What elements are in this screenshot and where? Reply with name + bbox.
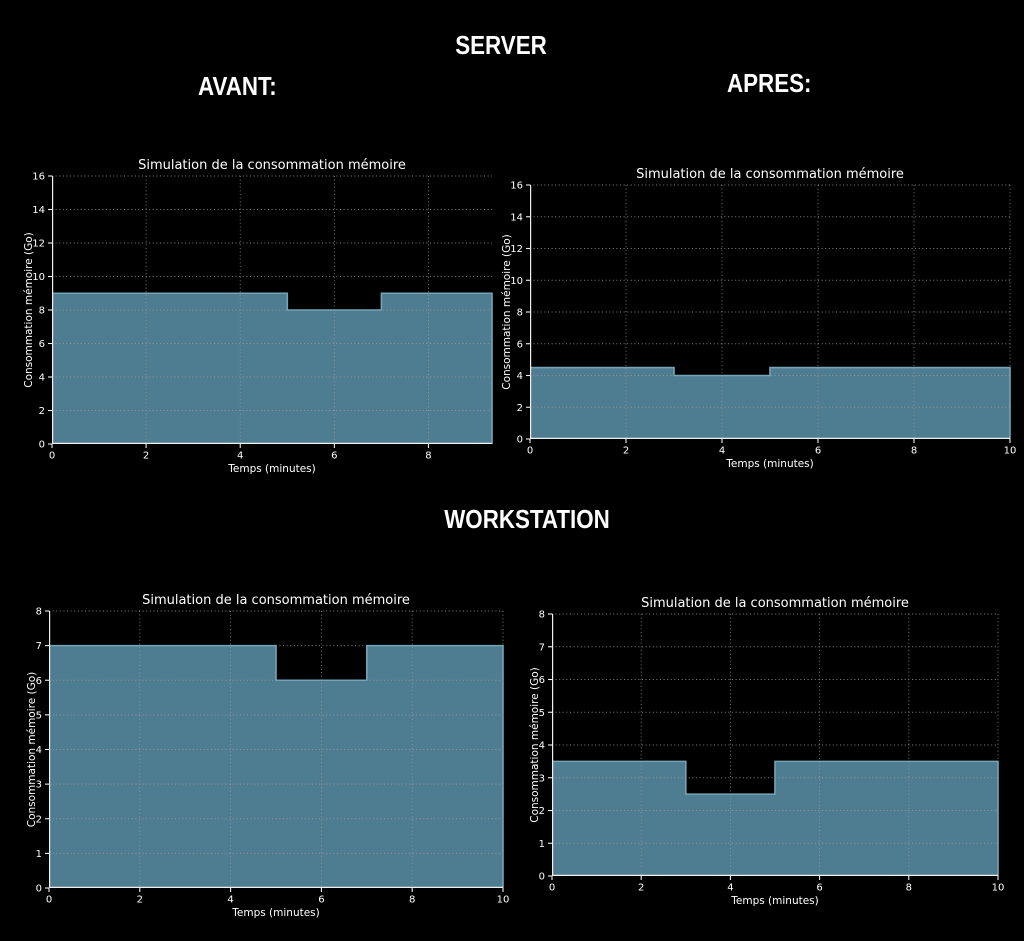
y-tick-label: 8 <box>36 607 42 618</box>
x-tick-label: 4 <box>237 451 243 462</box>
chart-canvas: 0 2 4 6 8 10 0 1 2 3 4 5 6 7 8 Simulation de la consomm… <box>26 593 509 919</box>
y-tick-label: 0 <box>539 872 545 883</box>
label-avant: AVANT: <box>198 71 277 101</box>
x-axis-label: Temps (minutes) <box>227 463 316 475</box>
x-tick-label: 8 <box>906 883 912 894</box>
x-tick-label: 8 <box>425 451 431 462</box>
x-axis-label: Temps (minutes) <box>725 458 814 470</box>
label-apres: APRES: <box>727 68 812 98</box>
x-tick-label: 0 <box>549 883 555 894</box>
y-tick-label: 8 <box>517 308 523 319</box>
memory-area <box>52 293 492 444</box>
y-tick-label: 6 <box>517 339 523 350</box>
section-title-workstation: WORKSTATION <box>444 504 610 534</box>
x-tick-label: 10 <box>1004 446 1017 457</box>
chart-workstation-avant: 0 2 4 6 8 10 0 1 2 3 4 5 6 7 8 Simulation de la consomm… <box>26 593 509 919</box>
x-axis-label: Temps (minutes) <box>730 895 819 907</box>
y-tick-label: 8 <box>39 306 45 317</box>
y-tick-label: 6 <box>36 676 42 687</box>
y-axis-label: Consommation mémoire (Go) <box>26 672 38 828</box>
y-tick-label: 4 <box>539 741 545 752</box>
y-tick-label: 2 <box>39 406 45 417</box>
chart-title: Simulation de la consommation mémoire <box>641 596 909 611</box>
x-tick-label: 0 <box>527 446 533 457</box>
x-tick-label: 10 <box>497 895 510 906</box>
x-tick-label: 4 <box>727 883 733 894</box>
y-tick-label: 1 <box>36 849 42 860</box>
y-tick-label: 8 <box>539 610 545 621</box>
y-tick-label: 7 <box>36 641 42 652</box>
x-tick-label: 6 <box>816 883 822 894</box>
y-tick-label: 4 <box>39 373 45 384</box>
x-tick-label: 0 <box>49 451 55 462</box>
y-axis-label: Consommation mémoire (Go) <box>529 667 541 823</box>
y-tick-label: 4 <box>36 745 42 756</box>
x-tick-label: 6 <box>815 446 821 457</box>
chart-title: Simulation de la consommation mémoire <box>636 167 904 182</box>
x-tick-label: 4 <box>719 446 725 457</box>
y-tick-label: 6 <box>39 339 45 350</box>
section-title-server: SERVER <box>455 30 547 60</box>
y-tick-label: 3 <box>36 780 42 791</box>
chart-canvas: 0 2 4 6 8 0 2 4 6 8 10 12 14 16 Simulation de la conso… <box>23 158 493 475</box>
memory-line <box>49 644 504 888</box>
y-tick-label: 12 <box>32 239 45 250</box>
y-tick-label: 14 <box>510 212 523 223</box>
x-tick-label: 2 <box>638 883 644 894</box>
y-tick-label: 2 <box>517 403 523 414</box>
y-axis-label: Consommation mémoire (Go) <box>501 234 513 390</box>
x-tick-label: 2 <box>623 446 629 457</box>
y-tick-label: 0 <box>36 884 42 895</box>
y-tick-label: 16 <box>32 172 45 183</box>
x-tick-label: 6 <box>331 451 337 462</box>
y-tick-label: 4 <box>517 371 523 382</box>
memory-area <box>552 761 998 876</box>
y-tick-label: 16 <box>510 181 523 192</box>
y-tick-label: 1 <box>539 839 545 850</box>
x-tick-label: 2 <box>143 451 149 462</box>
y-tick-label: 6 <box>539 675 545 686</box>
memory-line <box>52 292 493 444</box>
y-tick-label: 7 <box>539 642 545 653</box>
y-tick-label: 2 <box>539 806 545 817</box>
x-tick-label: 6 <box>318 895 324 906</box>
x-tick-label: 4 <box>227 895 233 906</box>
x-tick-label: 2 <box>137 895 143 906</box>
chart-server-apres: 0 2 4 6 8 10 0 2 4 6 8 10 12 14 16 Simulation de la con… <box>501 167 1016 470</box>
memory-area <box>530 367 1010 439</box>
x-tick-label: 8 <box>409 895 415 906</box>
x-axis-label: Temps (minutes) <box>231 907 320 919</box>
chart-workstation-apres: 0 2 4 6 8 10 0 1 2 3 4 5 6 7 8 Simulation de la consomm… <box>529 596 1004 907</box>
y-tick-label: 10 <box>32 272 45 283</box>
chart-title: Simulation de la consommation mémoire <box>142 593 410 608</box>
x-tick-label: 10 <box>992 883 1005 894</box>
memory-line <box>552 760 999 876</box>
chart-title: Simulation de la consommation mémoire <box>138 158 406 173</box>
chart-canvas: 0 2 4 6 8 10 0 2 4 6 8 10 12 14 16 Simulation de la con… <box>501 167 1016 470</box>
y-tick-label: 5 <box>36 710 42 721</box>
y-tick-label: 14 <box>32 205 45 216</box>
y-axis-label: Consommation mémoire (Go) <box>23 232 35 388</box>
chart-canvas: 0 2 4 6 8 10 0 1 2 3 4 5 6 7 8 Simulation de la consomm… <box>529 596 1004 907</box>
y-tick-label: 0 <box>39 440 45 451</box>
y-tick-label: 3 <box>539 773 545 784</box>
y-tick-label: 12 <box>510 244 523 255</box>
memory-line <box>530 366 1011 439</box>
memory-area <box>49 645 503 888</box>
y-tick-label: 0 <box>517 435 523 446</box>
y-tick-label: 5 <box>539 708 545 719</box>
y-tick-label: 10 <box>510 276 523 287</box>
x-tick-label: 0 <box>46 895 52 906</box>
x-tick-label: 8 <box>911 446 917 457</box>
y-tick-label: 2 <box>36 814 42 825</box>
chart-server-avant: 0 2 4 6 8 0 2 4 6 8 10 12 14 16 Simulation de la conso… <box>23 158 493 475</box>
